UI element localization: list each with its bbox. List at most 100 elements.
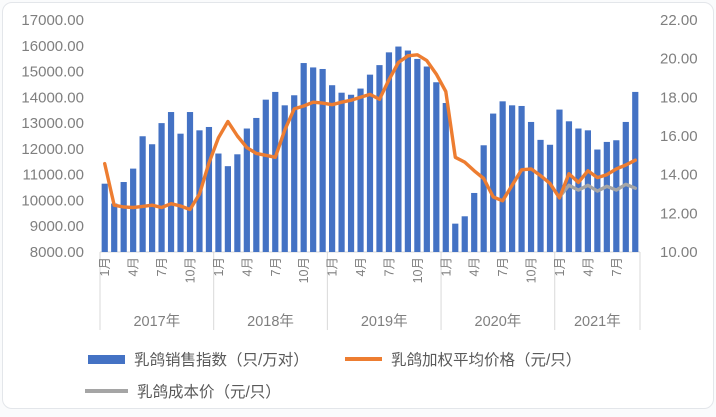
sales-index-bar <box>461 216 468 252</box>
legend-label-avg-price: 乳鸽加权平均价格（元/只） <box>391 352 582 369</box>
year-label: 2019年 <box>361 313 408 330</box>
sales-index-bar <box>262 99 269 252</box>
sales-index-bar <box>338 92 345 253</box>
right-axis-tick-label: 10.00 <box>660 244 698 261</box>
sales-index-bar <box>452 223 459 252</box>
sales-index-bar <box>300 63 307 252</box>
sales-index-bar <box>404 50 411 253</box>
month-tick-label: 10月 <box>297 257 311 283</box>
sales-index-bar <box>329 85 336 253</box>
legend-label-cost-price: 乳鸽成本价（元/只） <box>137 384 281 401</box>
sales-index-swatch <box>88 354 125 364</box>
left-axis-tick-label: 11000.00 <box>23 167 84 184</box>
sales-index-bar <box>149 144 156 252</box>
left-axis-tick-label: 15000.00 <box>21 64 84 81</box>
left-axis-tick-label: 17000.00 <box>21 12 84 29</box>
sales-index-bar <box>537 139 544 252</box>
left-axis-tick-label: 14000.00 <box>21 89 84 106</box>
sales-index-bar <box>101 183 108 252</box>
avg-price-swatch <box>345 356 382 362</box>
sales-index-bar <box>395 46 402 252</box>
sales-index-bar <box>366 74 374 252</box>
month-tick-label: 4月 <box>581 257 595 276</box>
month-tick-label: 10月 <box>184 257 198 283</box>
year-label: 2018年 <box>247 313 294 330</box>
sales-index-bar <box>546 144 554 252</box>
left-axis-tick-label: 13000.00 <box>21 115 84 132</box>
left-axis-tick-label: 12000.00 <box>21 141 84 158</box>
month-tick-label: 7月 <box>496 257 510 276</box>
sales-index-bars <box>101 46 639 253</box>
sales-index-bar <box>347 94 355 252</box>
sales-index-bar <box>319 68 326 252</box>
sales-index-bar <box>130 168 137 252</box>
year-label: 2021年 <box>574 313 621 330</box>
sales-index-bar <box>291 95 298 252</box>
left-axis-tick-label: 8000.00 <box>30 244 84 261</box>
month-tick-label: 7月 <box>610 257 624 276</box>
right-axis-tick-label: 12.00 <box>660 205 698 222</box>
month-tick-label: 1月 <box>212 257 226 276</box>
sales-index-bar <box>603 141 610 252</box>
month-tick-label: 4月 <box>468 257 482 276</box>
month-tick-label: 1月 <box>439 257 453 276</box>
right-axis-tick-label: 18.00 <box>660 89 698 106</box>
combo-chart: 17000.00 16000.00 15000.00 14000.00 13000.00… <box>21 12 698 330</box>
sales-index-bar <box>376 65 383 252</box>
avg-price-line <box>102 53 637 212</box>
month-tick-label: 1月 <box>326 257 340 276</box>
sales-index-bar <box>186 112 194 252</box>
month-tick-label: 10月 <box>525 257 539 283</box>
month-tick-label: 10月 <box>411 257 425 283</box>
sales-index-bar <box>556 109 563 252</box>
month-tick-label: 4月 <box>240 257 254 276</box>
left-axis-tick-label: 16000.00 <box>21 38 84 55</box>
sales-index-bar <box>490 113 497 252</box>
year-label: 2020年 <box>475 313 522 330</box>
right-axis-tick-label: 22.00 <box>660 12 698 29</box>
month-tick-label: 4月 <box>127 257 141 276</box>
legend-item-avg-price: 乳鸽加权平均价格（元/只） <box>345 349 581 369</box>
x-axis: 1月 4月 7月 10月 2017年 1月 4月 7月 10月 2018年 1月 4月 7月 10月 201… <box>98 251 641 330</box>
legend-item-sales-index: 乳鸽销售指数（只/万对） <box>88 349 309 369</box>
month-tick-label: 1月 <box>98 257 112 276</box>
year-label: 2017年 <box>133 313 180 330</box>
sales-index-bar <box>584 130 591 252</box>
right-axis-tick-label: 14.00 <box>660 167 698 184</box>
sales-index-bar <box>177 133 184 252</box>
legend-item-cost-price: 乳鸽成本价（元/只） <box>85 381 281 401</box>
sales-index-bar <box>272 91 279 252</box>
sales-index-bar <box>111 203 118 252</box>
month-tick-label: 7月 <box>269 257 283 276</box>
sales-index-bar <box>423 66 430 252</box>
right-axis-tick-label: 20.00 <box>660 51 698 68</box>
sales-index-bar <box>499 101 506 252</box>
sales-index-bar <box>253 117 260 252</box>
sales-index-bar <box>414 58 421 253</box>
sales-index-bar <box>310 67 317 252</box>
left-axis-tick-label: 10000.00 <box>21 192 84 209</box>
sales-index-bar <box>139 136 146 252</box>
right-axis-tick-label: 16.00 <box>660 128 698 145</box>
sales-index-bar <box>480 145 487 252</box>
sales-index-bar <box>613 140 620 252</box>
month-tick-label: 7月 <box>155 257 169 276</box>
month-tick-label: 1月 <box>553 257 567 276</box>
sales-index-bar <box>243 128 250 252</box>
sales-index-bar <box>205 126 213 252</box>
cost-price-swatch <box>85 388 128 394</box>
sales-index-bar <box>527 121 535 252</box>
sales-index-bar <box>357 88 364 253</box>
sales-index-bar <box>471 192 478 252</box>
y-axis-right: 22.00 20.00 18.00 16.00 14.00 12.00 10.00 <box>660 12 698 261</box>
sales-index-bar <box>622 121 629 252</box>
legend-label-sales-index: 乳鸽销售指数（只/万对） <box>134 352 309 369</box>
cost-price-line <box>557 182 637 199</box>
sales-index-bar <box>632 91 639 252</box>
sales-index-bar <box>120 182 127 252</box>
month-tick-label: 4月 <box>354 257 368 276</box>
sales-index-bar <box>224 166 231 252</box>
sales-index-bar <box>518 105 525 252</box>
sales-index-bar <box>281 105 288 252</box>
sales-index-bar <box>594 149 601 252</box>
